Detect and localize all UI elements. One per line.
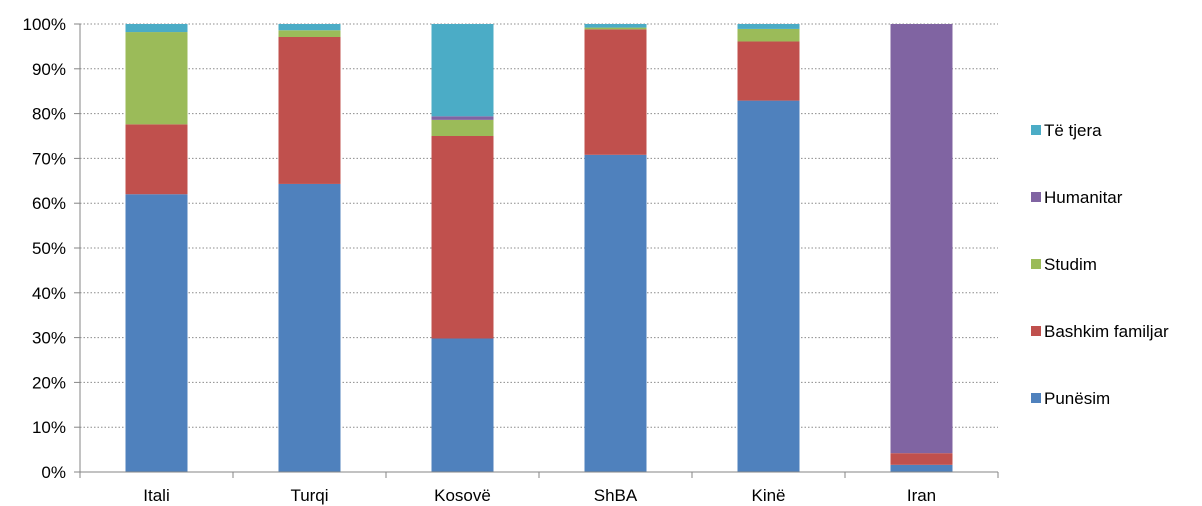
y-tick-label: 0% xyxy=(41,463,66,482)
bar-segment xyxy=(584,27,647,30)
legend-swatch xyxy=(1031,259,1041,269)
bar-segment xyxy=(890,24,953,454)
x-tick-label: Kosovë xyxy=(434,486,491,505)
y-tick-label: 100% xyxy=(23,15,66,34)
bar-segment xyxy=(431,24,494,117)
bar-segment xyxy=(431,116,494,120)
x-tick-label: Turqi xyxy=(290,486,328,505)
legend-swatch xyxy=(1031,326,1041,336)
bar-segment xyxy=(278,24,341,31)
legend-label: Punësim xyxy=(1044,389,1110,408)
y-tick-label: 20% xyxy=(32,373,66,392)
legend-swatch xyxy=(1031,393,1041,403)
x-tick-label: ShBA xyxy=(594,486,638,505)
bar-segment xyxy=(431,119,494,136)
y-tick-label: 60% xyxy=(32,194,66,213)
bar-segment xyxy=(584,29,647,155)
bar-segment xyxy=(278,36,341,184)
bar-segment xyxy=(431,338,494,472)
y-tick-label: 90% xyxy=(32,60,66,79)
axes xyxy=(74,23,999,478)
bar-segment xyxy=(278,30,341,37)
legend-label: Të tjera xyxy=(1044,121,1102,140)
y-axis-tick-labels: 0% 10% 20% 30% 40% 50% 60% 70% 80% 90% 100% xyxy=(23,15,66,482)
bar-segment xyxy=(890,453,953,465)
legend-label: Studim xyxy=(1044,255,1097,274)
y-tick-label: 30% xyxy=(32,329,66,348)
bar-segment xyxy=(737,41,800,101)
x-tick-label: Itali xyxy=(143,486,169,505)
bar-segment xyxy=(737,100,800,472)
legend: Të tjera Humanitar Studim Bashkim familjar P… xyxy=(1031,121,1169,408)
bar-segment xyxy=(125,124,188,195)
bar-segment xyxy=(737,28,800,42)
gridlines xyxy=(80,23,998,428)
legend-label: Humanitar xyxy=(1044,188,1123,207)
y-tick-label: 50% xyxy=(32,239,66,258)
legend-swatch xyxy=(1031,125,1041,135)
x-axis-tick-labels: Itali Turqi Kosovë ShBA Kinë Iran xyxy=(143,486,936,505)
bars xyxy=(125,24,953,473)
legend-label: Bashkim familjar xyxy=(1044,322,1169,341)
legend-swatch xyxy=(1031,192,1041,202)
bar-segment xyxy=(278,183,341,472)
y-tick-label: 80% xyxy=(32,105,66,124)
y-tick-label: 10% xyxy=(32,418,66,437)
bar-segment xyxy=(737,24,800,29)
x-tick-label: Kinë xyxy=(751,486,785,505)
bar-segment xyxy=(584,24,647,28)
bar-segment xyxy=(890,464,953,472)
bar-segment xyxy=(584,154,647,473)
x-tick-label: Iran xyxy=(907,486,936,505)
y-tick-label: 40% xyxy=(32,284,66,303)
bar-segment xyxy=(125,32,188,125)
bar-segment xyxy=(125,194,188,473)
y-tick-label: 70% xyxy=(32,149,66,168)
bar-segment xyxy=(431,136,494,339)
bar-segment xyxy=(125,24,188,33)
